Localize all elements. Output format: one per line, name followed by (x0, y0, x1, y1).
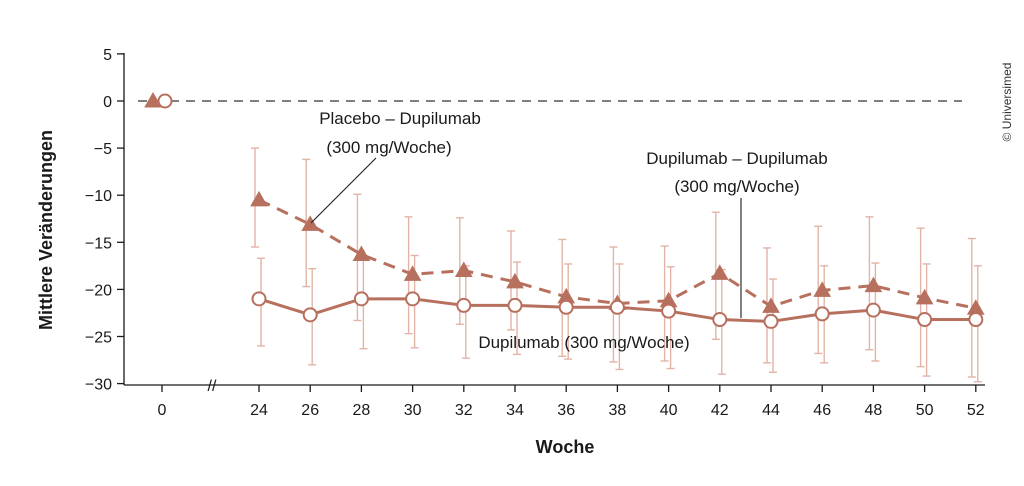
x-tick-label: 24 (250, 402, 268, 419)
circle-marker (661, 303, 677, 319)
circle-marker (968, 312, 984, 328)
circle-marker (609, 299, 625, 315)
circle-marker (507, 297, 523, 313)
x-ticks: 0 24 26 28 30 32 34 36 38 40 42 44 46 48 50 52 (158, 385, 985, 419)
annotation-placebo-dupilumab: Placebo – Dupilumab (300 mg/Woche) (310, 109, 481, 224)
annotation-line: (300 mg/Woche) (326, 138, 451, 157)
circle-marker (456, 297, 472, 313)
triangle-marker (864, 276, 883, 293)
x-tick-label: 48 (865, 402, 883, 419)
triangle-marker (454, 261, 473, 278)
circle-marker (763, 313, 779, 329)
x-tick-label: 36 (557, 402, 575, 419)
x-tick-label: 30 (404, 402, 422, 419)
series-markers (144, 91, 985, 329)
copyright-notice: © Universimed (1000, 63, 1014, 142)
x-tick-label: 28 (353, 402, 371, 419)
x-tick-label: 32 (455, 402, 473, 419)
axis-break-mark: // (208, 378, 217, 395)
circle-marker (251, 291, 267, 307)
circle-marker (917, 312, 933, 328)
x-tick-label: 50 (916, 402, 934, 419)
triangle-marker (762, 297, 780, 313)
annotation-dupilumab-dupilumab: Dupilumab – Dupilumab (300 mg/Woche) (646, 149, 828, 318)
x-tick-label: 46 (813, 402, 831, 419)
circle-marker (353, 291, 369, 307)
y-tick-label: −20 (85, 282, 112, 299)
y-axis: 5 0 −5 −10 −15 −20 −25 −30 (85, 47, 125, 394)
annotation-line: (300 mg/Woche) (674, 177, 799, 196)
annotation-line: Dupilumab – Dupilumab (646, 149, 827, 168)
annotation-line: Dupilumab (300 mg/Woche) (478, 333, 689, 352)
x-tick-label: 34 (506, 402, 524, 419)
circle-marker (157, 93, 173, 109)
circle-marker (405, 291, 421, 307)
triangle-marker (301, 215, 320, 231)
triangle-marker (403, 265, 422, 281)
x-axis-title: Woche (536, 437, 595, 457)
triangle-marker (352, 245, 371, 262)
circle-marker (712, 312, 728, 328)
triangle-marker (813, 281, 832, 297)
circle-marker (814, 306, 830, 322)
annotation-line: Placebo – Dupilumab (319, 109, 481, 128)
circle-marker (865, 302, 881, 318)
circle-marker (558, 299, 574, 315)
triangle-marker (144, 91, 162, 108)
annotation-leader-line (310, 157, 377, 224)
circle-marker (302, 307, 318, 323)
x-tick-label: 44 (762, 402, 780, 419)
y-tick-label: 0 (103, 94, 112, 111)
x-tick-label: 38 (609, 402, 627, 419)
y-tick-label: −15 (85, 235, 112, 252)
x-tick-label: 0 (158, 402, 167, 419)
x-tick-label: 42 (711, 402, 729, 419)
y-tick-label: −25 (85, 330, 112, 347)
y-axis-title: Mittlere Veränderungen (36, 130, 56, 330)
x-tick-label: 40 (660, 402, 678, 419)
triangle-marker (250, 190, 268, 207)
annotation-dupilumab: Dupilumab (300 mg/Woche) (478, 333, 689, 352)
y-tick-label: 5 (103, 47, 112, 64)
x-tick-label: 52 (967, 402, 985, 419)
y-tick-label: −5 (94, 141, 112, 158)
triangle-marker (710, 264, 729, 280)
triangle-marker (915, 288, 934, 305)
triangle-marker (506, 272, 524, 289)
x-tick-label: 26 (301, 402, 319, 419)
y-tick-label: −10 (85, 188, 112, 205)
y-tick-label: −30 (85, 377, 112, 394)
y-ticks: 5 0 −5 −10 −15 −20 −25 −30 (85, 47, 124, 394)
x-axis: 0 24 26 28 30 32 34 36 38 40 42 44 46 48 50 52 // (124, 378, 985, 419)
